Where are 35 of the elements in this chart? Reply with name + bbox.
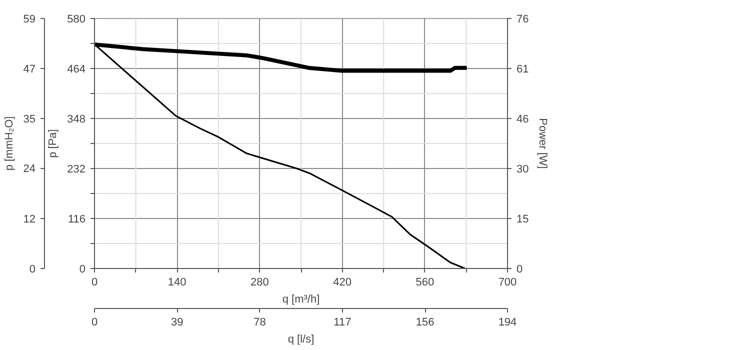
x-tick-label: 0 (91, 276, 98, 288)
y2-tick-label: 30 (516, 164, 529, 176)
x2-tick-label: 0 (91, 316, 98, 328)
y2-tick-label: 0 (516, 264, 523, 276)
x2-axis-title: q [l/s] (288, 334, 314, 346)
y2-axis-title: Power [W] (536, 118, 549, 169)
y3-tick-label: 24 (23, 163, 36, 176)
y2-tick-label: 76 (516, 14, 529, 26)
y-tick-label: 232 (67, 164, 86, 176)
y3-tick-label: 35 (23, 113, 36, 126)
y-tick-label: 464 (67, 64, 86, 76)
x2-tick-label: 156 (416, 316, 434, 328)
y3-tick-label: 0 (29, 264, 36, 276)
y-axis-title: p [Pa] (47, 129, 60, 158)
y2-tick-label: 15 (516, 214, 529, 226)
y-tick-label: 116 (68, 214, 86, 226)
x-axis-title: q [m³/h] (282, 294, 320, 306)
x-tick-label: 700 (498, 276, 517, 288)
y3-tick-label: 47 (23, 63, 36, 76)
y2-tick-label: 61 (516, 64, 529, 76)
y2-tick-label: 46 (516, 114, 529, 126)
y3-axis-title: p [mmH₂O] (3, 116, 16, 171)
y-tick-label: 580 (67, 14, 86, 26)
y3-tick-label: 12 (23, 214, 36, 226)
x2-tick-label: 194 (498, 316, 517, 328)
x2-tick-label: 117 (334, 316, 352, 328)
x2-tick-label: 78 (254, 316, 266, 328)
x-tick-label: 420 (333, 276, 352, 288)
x-tick-label: 140 (168, 276, 186, 288)
x-tick-label: 560 (416, 276, 434, 288)
x2-tick-label: 39 (171, 316, 184, 328)
y-tick-label: 348 (67, 114, 86, 126)
x-tick-label: 280 (250, 276, 269, 288)
y-tick-label: 0 (79, 264, 86, 276)
y3-tick-label: 59 (23, 14, 36, 26)
